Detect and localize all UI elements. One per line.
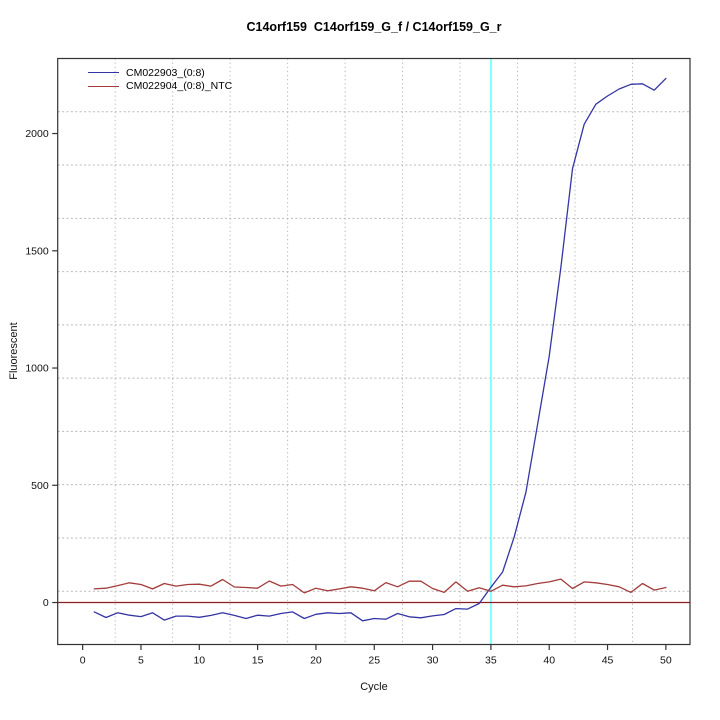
- x-tick-label: 25: [368, 655, 380, 667]
- legend-line-sample-icon: [88, 72, 119, 74]
- legend: CM022903_(0:8) CM022904_(0:8)_NTC: [88, 66, 232, 93]
- x-tick-label: 40: [543, 655, 555, 667]
- x-tick-label: 45: [602, 655, 614, 667]
- y-tick-label: 2000: [25, 128, 49, 140]
- plot-border: [57, 57, 691, 646]
- x-tick-label: 15: [252, 655, 264, 667]
- x-tick-label: 5: [138, 655, 144, 667]
- legend-item-ntc: CM022904_(0:8)_NTC: [88, 80, 232, 94]
- legend-line-ntc-icon: [88, 85, 119, 87]
- y-axis-label: Fluorescent: [8, 322, 20, 380]
- y-tick-label: 1500: [25, 245, 49, 257]
- y-tick-label: 1000: [25, 363, 49, 375]
- x-tick-label: 10: [193, 655, 205, 667]
- x-tick-label: 20: [310, 655, 322, 667]
- x-tick-label: 0: [80, 655, 86, 667]
- y-tick-label: 500: [31, 480, 49, 492]
- legend-item-sample: CM022903_(0:8): [88, 66, 232, 80]
- x-tick-label: 50: [660, 655, 672, 667]
- series-curve-1: [93, 578, 667, 594]
- x-axis-label: Cycle: [360, 681, 388, 693]
- series-curve-0: [93, 77, 667, 622]
- legend-label-ntc: CM022904_(0:8)_NTC: [126, 80, 233, 93]
- x-tick-label: 30: [427, 655, 439, 667]
- chart-title: C14orf159 C14orf159_G_f / C14orf159_G_r: [246, 20, 502, 34]
- y-tick-label: 0: [43, 597, 49, 609]
- legend-label-sample: CM022903_(0:8): [126, 66, 205, 79]
- x-tick-label: 35: [485, 655, 497, 667]
